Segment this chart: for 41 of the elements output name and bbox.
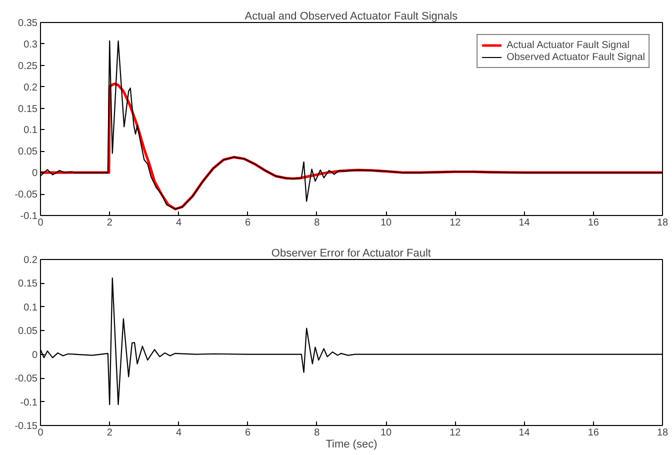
x-tick-label: 6 <box>245 428 252 438</box>
y-tick-label: -0.05 <box>14 190 38 201</box>
chart-title: Actual and Observed Actuator Fault Signals <box>244 10 458 22</box>
x-tick-label: 6 <box>245 218 252 228</box>
y-tick-label: 0.35 <box>18 18 38 29</box>
x-tick-label: 10 <box>380 218 392 228</box>
y-tick-label: -0.15 <box>14 421 38 432</box>
x-tick-label: 18 <box>656 428 668 438</box>
y-tick-label: 0.2 <box>24 82 38 94</box>
y-tick-label: 0.2 <box>24 255 38 266</box>
x-tick-label: 4 <box>176 428 182 438</box>
y-tick-label: 0 <box>32 168 38 180</box>
y-tick-label: 0.1 <box>24 302 38 314</box>
x-tick-label: 8 <box>314 218 320 228</box>
chart-title: Observer Error for Actuator Fault <box>271 248 431 260</box>
y-tick-label: 0 <box>32 350 38 361</box>
x-tick-label: 10 <box>380 428 392 438</box>
x-tick-label: 16 <box>588 428 600 438</box>
y-tick-label: 0.15 <box>18 104 38 115</box>
x-tick-label: 12 <box>450 218 462 228</box>
x-tick-label: 12 <box>450 428 462 438</box>
legend-label: Actual Actuator Fault Signal <box>506 39 630 51</box>
x-tick-label: 2 <box>106 428 113 438</box>
x-tick-label: 18 <box>656 218 668 228</box>
x-tick-label: 4 <box>176 218 182 228</box>
y-tick-label: -0.1 <box>20 211 38 222</box>
y-tick-label: 0.25 <box>18 60 38 72</box>
y-tick-label: -0.1 <box>20 397 38 408</box>
y-tick-label: 0.1 <box>24 125 38 136</box>
x-tick-label: 8 <box>314 428 320 438</box>
y-tick-label: 0.15 <box>18 278 38 290</box>
y-tick-label: 0.3 <box>24 39 38 50</box>
x-tick-label: 14 <box>518 218 530 228</box>
x-axis-title: Time (sec) <box>326 438 378 450</box>
x-tick-label: 14 <box>518 428 530 438</box>
y-tick-label: -0.05 <box>14 374 38 385</box>
x-tick-label: 2 <box>106 218 113 228</box>
legend-label: Observed Actuator Fault Signal <box>506 51 645 63</box>
y-tick-label: 0.05 <box>18 146 38 158</box>
x-tick-label: 16 <box>588 218 600 228</box>
y-tick-label: 0.05 <box>18 326 38 338</box>
